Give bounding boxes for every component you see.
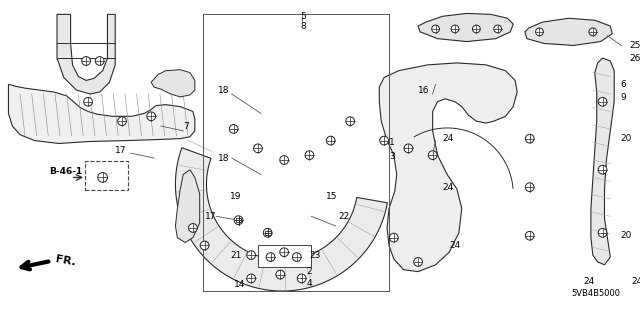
Circle shape	[326, 136, 335, 145]
Text: 15: 15	[326, 192, 337, 201]
Polygon shape	[591, 58, 614, 265]
Text: 18: 18	[218, 153, 230, 163]
Text: 20: 20	[620, 231, 632, 240]
Text: 8: 8	[301, 21, 307, 31]
Polygon shape	[380, 63, 517, 271]
Circle shape	[472, 25, 480, 33]
Text: 24: 24	[442, 183, 454, 192]
Text: 3: 3	[389, 152, 395, 160]
Circle shape	[280, 156, 289, 164]
Text: 2: 2	[307, 267, 312, 276]
Circle shape	[589, 28, 596, 36]
Circle shape	[305, 151, 314, 160]
Text: 25: 25	[630, 41, 640, 50]
Circle shape	[413, 257, 422, 266]
Circle shape	[280, 248, 289, 256]
Text: FR.: FR.	[55, 254, 77, 268]
Circle shape	[598, 228, 607, 237]
Text: 5: 5	[301, 12, 307, 21]
Text: 24: 24	[632, 277, 640, 286]
Circle shape	[404, 144, 413, 153]
Circle shape	[82, 56, 90, 65]
Circle shape	[432, 25, 440, 33]
Circle shape	[346, 117, 355, 125]
Circle shape	[451, 25, 459, 33]
Polygon shape	[57, 14, 115, 94]
Circle shape	[84, 97, 92, 106]
Text: 23: 23	[309, 251, 321, 260]
Circle shape	[229, 124, 238, 133]
Circle shape	[598, 165, 607, 174]
Circle shape	[297, 274, 306, 283]
Bar	[258, 245, 311, 267]
Polygon shape	[418, 13, 513, 41]
Text: 18: 18	[218, 85, 230, 95]
Circle shape	[276, 270, 285, 279]
Circle shape	[147, 112, 156, 121]
Circle shape	[263, 228, 272, 237]
Circle shape	[525, 231, 534, 240]
Circle shape	[598, 97, 607, 106]
Text: 19: 19	[230, 192, 241, 201]
Text: 24: 24	[583, 277, 595, 286]
Polygon shape	[175, 170, 200, 242]
Circle shape	[95, 56, 104, 65]
Circle shape	[494, 25, 502, 33]
Polygon shape	[8, 84, 195, 144]
Circle shape	[380, 136, 388, 145]
Circle shape	[253, 144, 262, 153]
Bar	[265, 231, 271, 235]
Text: 22: 22	[339, 212, 349, 221]
Polygon shape	[525, 18, 612, 45]
Text: 26: 26	[630, 54, 640, 63]
Circle shape	[266, 253, 275, 262]
Circle shape	[428, 151, 437, 160]
Circle shape	[536, 28, 543, 36]
Polygon shape	[151, 70, 195, 97]
Circle shape	[200, 241, 209, 250]
Text: 24: 24	[442, 134, 454, 143]
Text: 14: 14	[234, 280, 245, 289]
Text: 20: 20	[620, 134, 632, 143]
FancyBboxPatch shape	[85, 161, 128, 190]
Text: 24: 24	[449, 241, 460, 250]
Circle shape	[234, 216, 243, 225]
Text: 1: 1	[389, 138, 395, 147]
Text: 5VB4B5000: 5VB4B5000	[572, 289, 620, 299]
Circle shape	[525, 134, 534, 143]
Text: B-46-1: B-46-1	[49, 167, 83, 176]
Polygon shape	[175, 148, 387, 291]
Bar	[236, 218, 241, 222]
Text: 9: 9	[620, 93, 626, 102]
Text: 21: 21	[230, 251, 241, 260]
Circle shape	[247, 274, 255, 283]
Circle shape	[292, 253, 301, 262]
Circle shape	[525, 183, 534, 191]
Text: 7: 7	[183, 122, 189, 130]
Text: 17: 17	[205, 212, 216, 221]
Circle shape	[189, 224, 197, 232]
Text: 4: 4	[307, 279, 312, 288]
Circle shape	[247, 251, 255, 259]
Text: 17: 17	[115, 146, 127, 155]
Text: 16: 16	[419, 85, 429, 95]
Circle shape	[390, 233, 398, 242]
Text: 6: 6	[620, 80, 626, 89]
Circle shape	[98, 173, 108, 182]
Circle shape	[118, 117, 127, 125]
